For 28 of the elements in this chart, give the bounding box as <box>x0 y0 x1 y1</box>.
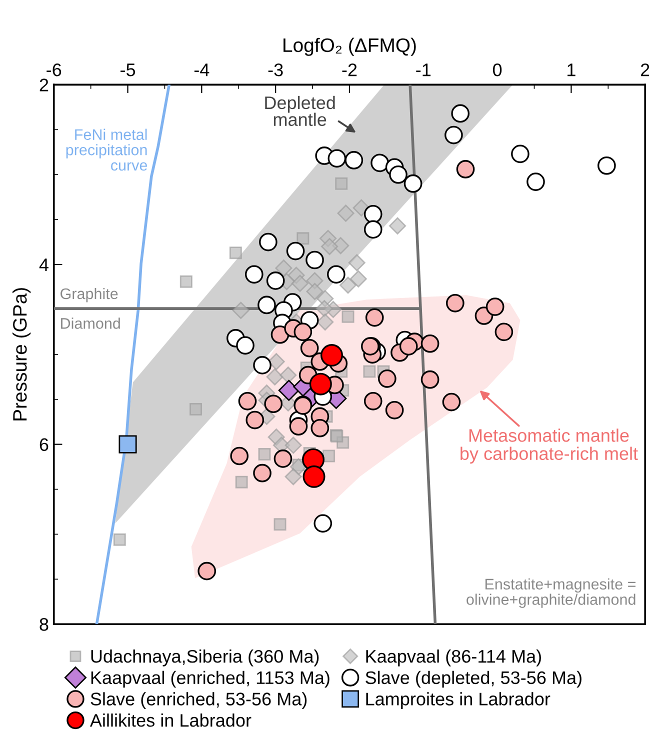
x-tick-label: -1 <box>416 64 431 76</box>
y-axis-title: Pressure (GPa) <box>12 288 31 420</box>
legend-label: Kaapvaal (86-114 Ma) <box>366 649 541 666</box>
x-tick-label: -5 <box>120 64 136 76</box>
x-tick-label: 1 <box>568 64 576 76</box>
y-tick-label: 6 <box>40 438 48 452</box>
x-axis-title: LogfO₂ (ΔFMQ) <box>284 38 416 56</box>
legend-label: Aillikites in Labrador <box>90 714 252 727</box>
y-tick-label: 2 <box>40 78 48 92</box>
annotation: Metasomatic mantle by carbonate-rich melt <box>460 428 638 464</box>
x-tick-label: -6 <box>46 63 62 76</box>
x-tick-label: -2 <box>342 63 357 76</box>
series-label: FeNi metal precipitation curve <box>66 128 148 171</box>
legend-label: Slave (enriched, 53-56 Ma) <box>90 692 307 710</box>
y-tick-label: 8 <box>40 618 48 631</box>
legend-label: Lamproites in Labrador <box>366 692 550 710</box>
x-tick-label: 2 <box>640 63 649 76</box>
y-tick-label: 4 <box>39 258 48 272</box>
legend-label: Kaapvaal (enriched, 1153 Ma) <box>91 670 330 688</box>
annotation: Depleted mantle <box>265 96 335 126</box>
legend-label: Slave (depleted, 53-56 Ma) <box>366 670 582 688</box>
x-tick-label: -3 <box>268 63 283 76</box>
legend-label: Udachnaya,Siberia (360 Ma) <box>91 649 319 666</box>
x-tick-label: -4 <box>194 64 210 76</box>
annotation: Diamond <box>61 318 120 329</box>
annotation: Graphite <box>60 288 118 302</box>
annotation: Enstatite+magnesite = olivine+graphite/diamond <box>466 578 636 608</box>
x-tick-label: 0 <box>492 63 502 76</box>
